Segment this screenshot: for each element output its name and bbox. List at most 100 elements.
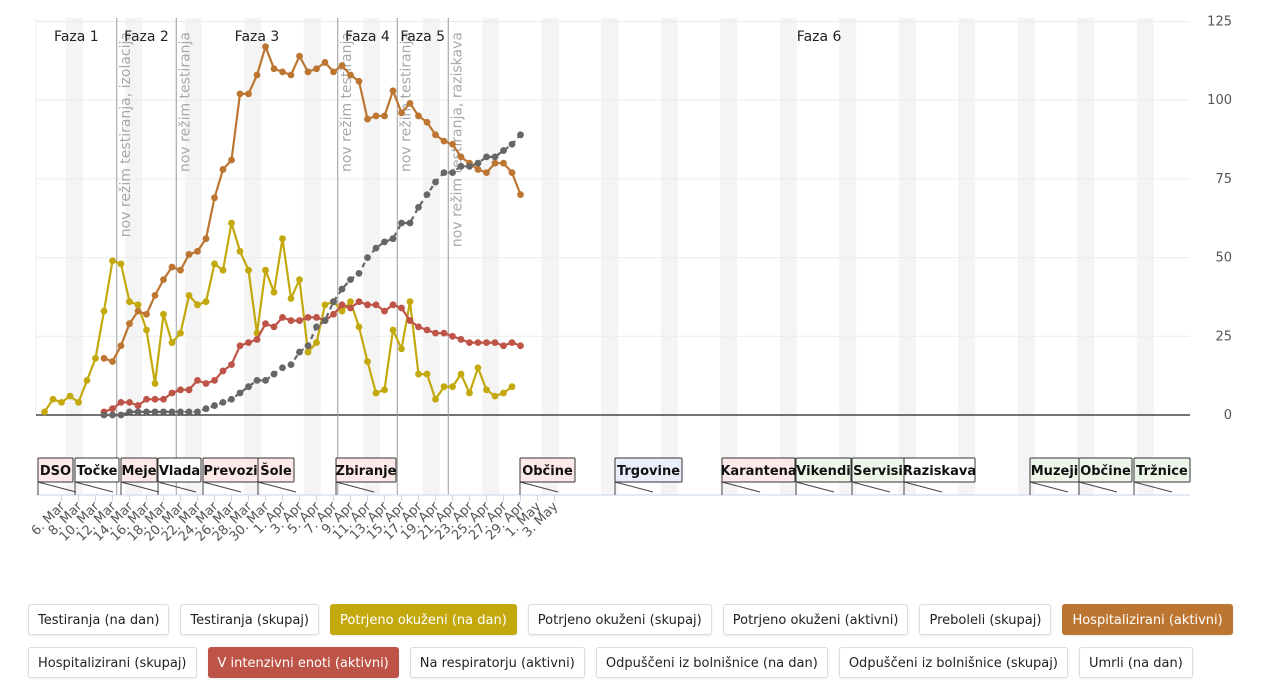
data-point — [364, 115, 371, 123]
data-point — [262, 266, 269, 274]
data-point — [432, 395, 439, 403]
data-point — [168, 389, 176, 397]
series-toggle-button[interactable]: Odpuščeni iz bolnišnice (na dan) — [595, 647, 828, 678]
event-label[interactable]: Vikendi — [796, 464, 850, 479]
data-point — [287, 295, 295, 302]
data-point — [381, 112, 388, 120]
data-point — [219, 399, 227, 406]
event-label[interactable]: Prevozi — [203, 464, 257, 479]
data-point — [270, 65, 278, 73]
event-box[interactable] — [1133, 457, 1191, 483]
data-point — [372, 389, 380, 397]
y-tick-label: 100 — [1207, 93, 1232, 108]
data-point — [151, 291, 159, 299]
data-point — [92, 354, 99, 362]
gridlines — [35, 18, 1190, 416]
event-label[interactable]: Karantena — [720, 464, 796, 479]
series-toggle-button[interactable]: Hospitalizirani (aktivni) — [1062, 604, 1233, 635]
data-point — [245, 383, 252, 391]
data-point — [389, 87, 397, 95]
data-point — [449, 383, 456, 391]
data-point — [313, 323, 320, 331]
phase-label: Faza 6 — [797, 29, 842, 45]
series-toggle-button[interactable]: Potrjeno okuženi (na dan) — [330, 604, 517, 635]
event-label[interactable]: Vlada — [159, 464, 200, 479]
event-label[interactable]: Tržnice — [1136, 464, 1188, 479]
data-point — [236, 389, 244, 397]
weekend-band — [958, 18, 976, 495]
event-box[interactable] — [1078, 457, 1133, 483]
data-point — [440, 383, 448, 391]
series-toggle-button[interactable]: V intenzivni enoti (aktivni) — [207, 647, 399, 678]
event-box[interactable] — [157, 457, 202, 483]
data-point — [109, 411, 116, 419]
event-label[interactable]: Raziskava — [903, 464, 976, 479]
event-label[interactable]: Servisi — [853, 464, 903, 479]
phase-labels: Faza 1 Faza 2 Faza 3 Faza 4 Faza 5 Faza 6 — [54, 29, 841, 45]
data-point — [304, 348, 312, 356]
data-point — [177, 386, 184, 394]
data-point — [160, 395, 167, 403]
event-label[interactable]: Točke — [77, 464, 118, 479]
event-box[interactable] — [795, 457, 852, 483]
data-point — [517, 191, 524, 199]
series-toggle-button[interactable]: Preboleli (skupaj) — [919, 604, 1052, 635]
data-point — [117, 342, 125, 350]
data-point — [381, 307, 388, 315]
event-label[interactable]: Občine — [522, 464, 573, 479]
event-label[interactable]: Zbiranje — [336, 464, 397, 479]
series-toggle-button[interactable]: Testiranja (skupaj) — [180, 604, 320, 635]
data-point — [406, 317, 414, 324]
weekend-band — [482, 18, 500, 495]
event-box[interactable] — [614, 457, 683, 483]
weekend-band — [720, 18, 738, 495]
event-box[interactable] — [257, 457, 295, 483]
event-box[interactable] — [519, 457, 576, 483]
data-point — [355, 269, 363, 277]
data-point — [491, 159, 499, 167]
data-point — [117, 399, 125, 406]
data-point — [440, 329, 448, 337]
event-leader — [851, 481, 891, 493]
data-point — [347, 71, 354, 79]
event-box[interactable] — [903, 457, 976, 483]
data-point — [253, 376, 261, 384]
data-point — [143, 395, 150, 403]
data-point — [194, 247, 201, 255]
data-point — [440, 137, 448, 145]
data-point — [500, 159, 507, 167]
event-label[interactable]: Meje — [121, 464, 156, 479]
series-toggle-button[interactable]: Na respiratorju (aktivni) — [409, 647, 585, 678]
data-point — [66, 392, 74, 400]
event-label[interactable]: Trgovine — [617, 464, 680, 479]
event-label[interactable]: Muzeji — [1031, 464, 1079, 479]
event-box[interactable] — [74, 457, 120, 483]
data-point — [508, 169, 516, 177]
series-toggle-button[interactable]: Umrli (na dan) — [1078, 647, 1193, 678]
series-toggle-button[interactable]: Potrjeno okuženi (skupaj) — [527, 604, 712, 635]
data-point — [58, 399, 65, 406]
data-point — [313, 65, 320, 73]
event-label[interactable]: Šole — [260, 463, 292, 479]
event-box[interactable] — [37, 457, 74, 483]
series-toggle-button[interactable]: Testiranja (na dan) — [28, 604, 170, 635]
data-point — [287, 361, 295, 369]
data-point — [228, 395, 235, 403]
event-box[interactable] — [335, 457, 397, 483]
event-box[interactable] — [721, 457, 796, 483]
event-label[interactable]: Občine — [1080, 464, 1131, 479]
data-point — [398, 219, 405, 227]
event-label[interactable]: DSO — [40, 464, 71, 479]
data-point — [347, 276, 354, 284]
data-point — [500, 147, 507, 154]
weekend-band — [303, 18, 321, 495]
series-toggle-button[interactable]: Hospitalizirani (skupaj) — [28, 647, 197, 678]
data-point — [372, 112, 380, 120]
data-point — [423, 370, 431, 378]
data-point — [389, 235, 397, 243]
event-box[interactable] — [120, 457, 158, 483]
series-toggle-button[interactable]: Potrjeno okuženi (aktivni) — [722, 604, 909, 635]
data-point — [151, 408, 159, 416]
event-leader — [157, 481, 197, 493]
series-toggle-button[interactable]: Odpuščeni iz bolnišnice (skupaj) — [838, 647, 1068, 678]
